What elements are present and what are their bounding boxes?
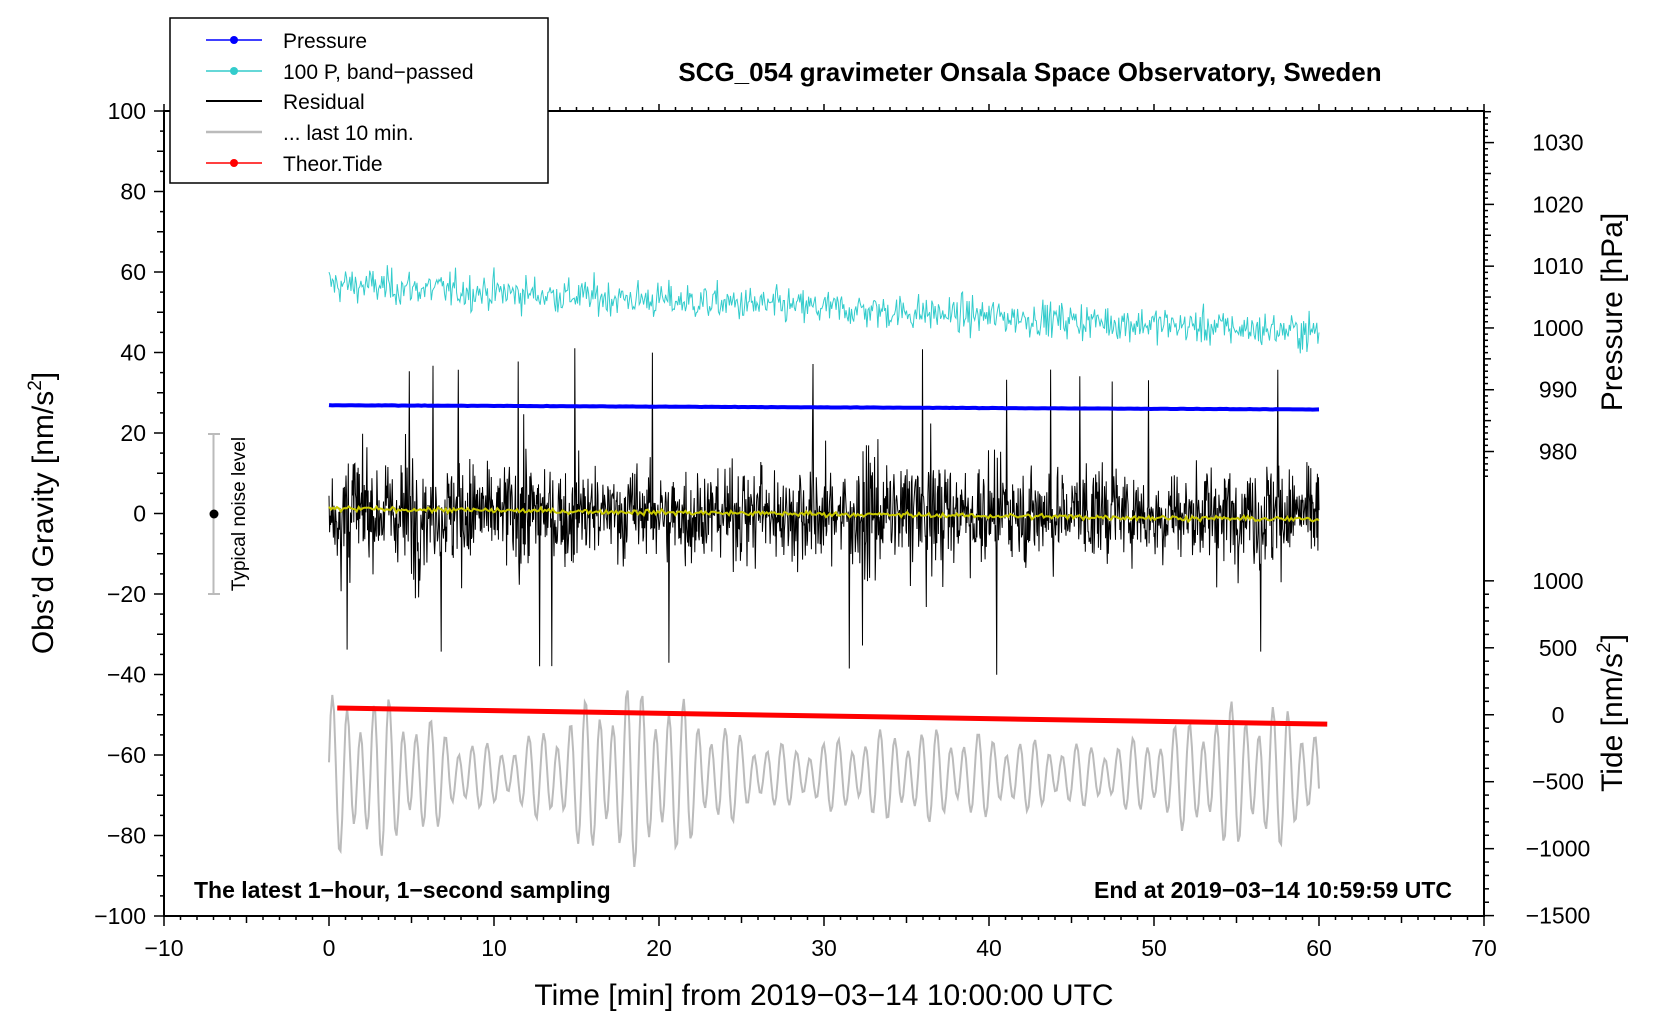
y-tick-label-pressure: 1010 bbox=[1532, 253, 1583, 279]
y-tick-label-gravity: 100 bbox=[108, 98, 146, 124]
theoretical-tide-line bbox=[337, 705, 1328, 727]
annotation-end-time: End at 2019−03−14 10:59:59 UTC bbox=[1094, 877, 1452, 903]
legend-item-pressure: Pressure bbox=[206, 30, 367, 53]
y-axis-gravity: 100 80 60 40 20 0 −20 −40 −60 −80 −100 bbox=[94, 98, 164, 929]
y-axis-pressure: 1030 1020 1010 1000 990 980 bbox=[1484, 110, 1584, 477]
x-tick-label: 60 bbox=[1306, 935, 1332, 961]
noise-level-indicator: Typical noise level bbox=[208, 433, 250, 595]
y-tick-label-pressure: 1020 bbox=[1532, 191, 1583, 217]
y-tick-label-tide: 0 bbox=[1552, 702, 1565, 728]
x-tick-label: 40 bbox=[976, 935, 1002, 961]
y-tick-label-gravity: 40 bbox=[120, 340, 146, 366]
pressure-line bbox=[328, 403, 1320, 412]
theoretical-tide-series bbox=[337, 705, 1328, 727]
x-tick-label: 50 bbox=[1141, 935, 1167, 961]
y-tick-label-gravity: −60 bbox=[107, 742, 146, 768]
y-axis-label-gravity-sup: 2 bbox=[25, 380, 46, 391]
svg-text:Residual: Residual bbox=[283, 91, 365, 114]
svg-text:... last 10 min.: ... last 10 min. bbox=[283, 122, 414, 145]
svg-text:100 P, band−passed: 100 P, band−passed bbox=[283, 61, 474, 84]
y-axis-tide: 1000 500 0 −500 −1000 −1500 bbox=[1484, 568, 1590, 929]
y-tick-label-pressure: 1000 bbox=[1532, 315, 1583, 341]
y-axis-label-pressure: Pressure [hPa] bbox=[1596, 213, 1629, 411]
x-axis: −10 0 10 20 30 40 50 60 70 bbox=[144, 104, 1497, 961]
y-axis-label-tide-sup: 2 bbox=[1594, 642, 1615, 653]
y-tick-label-tide: −500 bbox=[1532, 769, 1584, 795]
y-axis-label-tide: Tide [nm/s2] bbox=[1594, 634, 1629, 792]
svg-text:Pressure: Pressure bbox=[283, 30, 367, 53]
y-tick-label-tide: 1000 bbox=[1532, 568, 1583, 594]
svg-text:Theor.Tide: Theor.Tide bbox=[283, 153, 383, 176]
x-tick-label: 10 bbox=[481, 935, 507, 961]
residual-series bbox=[328, 348, 1320, 675]
y-tick-label-gravity: 80 bbox=[120, 179, 146, 205]
band-passed-line bbox=[328, 265, 1320, 354]
y-tick-label-gravity: 0 bbox=[133, 501, 146, 527]
chart-title: SCG_054 gravimeter Onsala Space Observat… bbox=[678, 57, 1381, 87]
last-10-min-line bbox=[328, 690, 1320, 868]
residual-line bbox=[328, 348, 1320, 675]
x-tick-label: 0 bbox=[323, 935, 336, 961]
y-tick-label-pressure: 990 bbox=[1539, 377, 1577, 403]
noise-level-dot bbox=[209, 509, 219, 519]
legend: Pressure 100 P, band−passed Residual ...… bbox=[169, 17, 549, 184]
y-tick-label-gravity: 20 bbox=[120, 420, 146, 446]
x-tick-label: 20 bbox=[646, 935, 672, 961]
y-tick-label-pressure: 1030 bbox=[1532, 130, 1583, 156]
y-tick-label-gravity: 60 bbox=[120, 259, 146, 285]
x-tick-label: 30 bbox=[811, 935, 837, 961]
x-tick-label: −10 bbox=[144, 935, 183, 961]
pressure-series bbox=[328, 403, 1320, 412]
y-tick-label-gravity: −100 bbox=[94, 903, 146, 929]
legend-item-last-10-min: ... last 10 min. bbox=[206, 122, 414, 145]
y-tick-label-tide: 500 bbox=[1539, 635, 1577, 661]
y-tick-label-pressure: 980 bbox=[1539, 439, 1577, 465]
last-10-min-series bbox=[328, 690, 1320, 868]
noise-level-label: Typical noise level bbox=[229, 437, 250, 591]
y-tick-label-tide: −1500 bbox=[1526, 903, 1591, 929]
y-tick-label-gravity: −20 bbox=[107, 581, 146, 607]
x-axis-label: Time [min] from 2019−03−14 10:00:00 UTC bbox=[534, 979, 1113, 1012]
y-axis-label-gravity: Obs’d Gravity [nm/s2] bbox=[25, 372, 60, 654]
legend-item-residual: Residual bbox=[206, 91, 365, 114]
annotation-sampling: The latest 1−hour, 1−second sampling bbox=[194, 877, 611, 903]
y-tick-label-gravity: −40 bbox=[107, 662, 146, 688]
y-tick-label-gravity: −80 bbox=[107, 823, 146, 849]
legend-item-theor-tide: Theor.Tide bbox=[206, 153, 383, 176]
legend-item-band-passed: 100 P, band−passed bbox=[206, 61, 474, 84]
y-tick-label-tide: −1000 bbox=[1526, 836, 1591, 862]
band-passed-pressure-series bbox=[328, 265, 1320, 354]
x-tick-label: 70 bbox=[1471, 935, 1497, 961]
smoothed-residual-line bbox=[328, 504, 1320, 524]
smoothed-residual-series bbox=[328, 504, 1320, 524]
